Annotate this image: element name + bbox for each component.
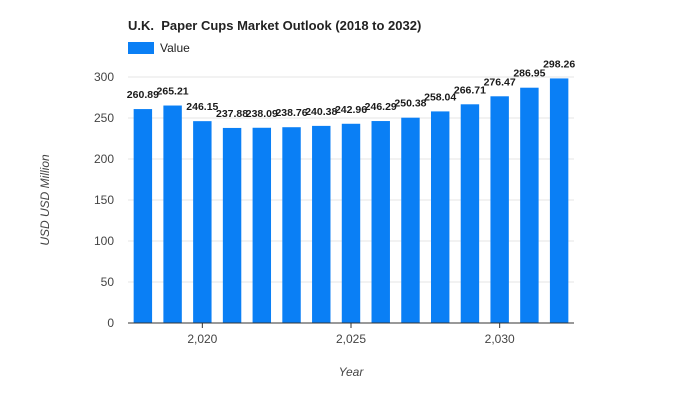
data-label: 237.88 <box>216 108 248 120</box>
bar <box>341 123 361 323</box>
chart-title: U.K. Paper Cups Market Outlook (2018 to … <box>128 18 422 33</box>
bar <box>252 127 272 323</box>
data-label: 242.96 <box>335 104 367 116</box>
x-tick-label: 2,025 <box>336 332 366 346</box>
bar <box>312 125 331 323</box>
bar <box>430 111 450 324</box>
data-label: 276.47 <box>484 76 516 88</box>
x-tick-label: 2,020 <box>187 332 217 346</box>
data-label: 298.26 <box>543 58 575 70</box>
bar <box>490 96 509 323</box>
bar <box>549 78 569 323</box>
bar <box>163 105 182 323</box>
bar <box>222 127 242 323</box>
data-label: 238.09 <box>246 108 278 120</box>
data-label: 258.04 <box>424 91 456 103</box>
data-label: 240.38 <box>305 106 337 118</box>
y-tick-label: 50 <box>101 275 115 289</box>
bar <box>401 117 420 323</box>
data-label: 238.76 <box>275 107 307 119</box>
bar <box>282 127 301 323</box>
y-tick-label: 0 <box>107 316 114 330</box>
data-label: 265.21 <box>157 86 189 98</box>
data-label: 286.95 <box>513 68 545 80</box>
data-label: 246.15 <box>186 101 218 113</box>
data-label: 260.89 <box>127 89 159 101</box>
bar <box>520 87 539 324</box>
y-tick-label: 100 <box>94 234 114 248</box>
data-label: 250.38 <box>394 98 426 110</box>
y-axis-title: USD USD Million <box>38 154 52 246</box>
y-tick-label: 250 <box>94 111 114 125</box>
legend-label: Value <box>160 41 190 55</box>
legend: Value <box>128 41 190 55</box>
bar <box>133 109 153 324</box>
bar <box>460 104 480 324</box>
data-label: 266.71 <box>454 84 486 96</box>
bar <box>371 121 390 323</box>
legend-swatch <box>128 42 154 54</box>
x-tick-label: 2,030 <box>485 332 515 346</box>
data-label: 246.29 <box>365 101 397 113</box>
y-tick-label: 150 <box>94 193 114 207</box>
x-axis-title: Year <box>339 365 365 379</box>
y-tick-label: 300 <box>94 70 114 84</box>
bar <box>193 121 212 323</box>
y-tick-label: 200 <box>94 152 114 166</box>
